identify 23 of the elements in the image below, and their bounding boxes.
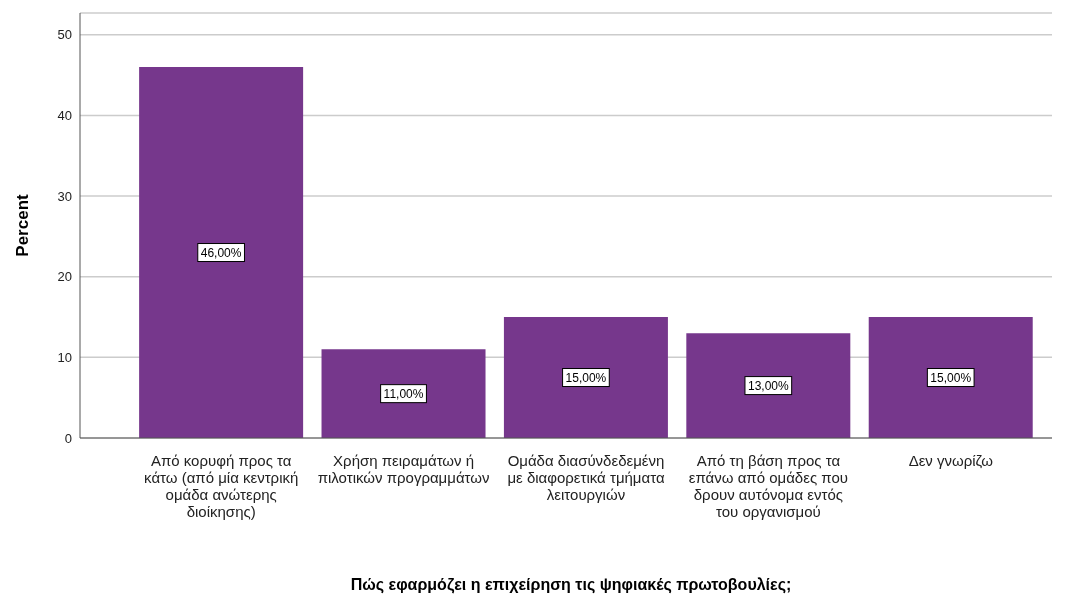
data-label: 13,00% — [747, 378, 789, 393]
y-axis-title: Percent — [13, 193, 33, 257]
bar — [868, 317, 1033, 438]
bar — [321, 349, 486, 438]
bar — [139, 67, 304, 438]
y-tick-label: 40 — [57, 108, 72, 124]
x-tick-label: Χρήση πειραμάτων ή πιλοτικών προγραμμάτων — [317, 452, 490, 486]
data-label: 11,00% — [383, 386, 424, 401]
x-tick-label: Δεν γνωρίζω — [908, 452, 994, 469]
y-tick-label: 0 — [64, 430, 72, 446]
bar — [503, 317, 668, 438]
x-tick-label: Ομάδα διασύνδεδεμένη με διαφορετικά τμήματα λειτουργιών — [507, 452, 665, 503]
x-tick-label: Από κορυφή προς τα κάτω (από μία κεντρική ομάδα ανώτερης διοίκησης) — [144, 452, 299, 520]
x-axis-title: Πώς εφαρμόζει η επιχείρηση τις ψηφιακές πρωτοβουλίες; — [349, 576, 793, 594]
y-tick-label: 30 — [57, 188, 72, 204]
bar — [686, 333, 851, 438]
x-tick-label: Από τη βάση προς τα επάνω από ομάδες που δρουν αυτόνομα εντός του οργανισμού — [688, 452, 848, 520]
data-label: 15,00% — [930, 370, 972, 385]
data-label: 15,00% — [565, 370, 607, 385]
y-tick-label: 50 — [57, 27, 72, 43]
y-tick-label: 20 — [57, 269, 72, 285]
data-label: 46,00% — [200, 245, 242, 260]
y-tick-label: 10 — [57, 349, 72, 365]
